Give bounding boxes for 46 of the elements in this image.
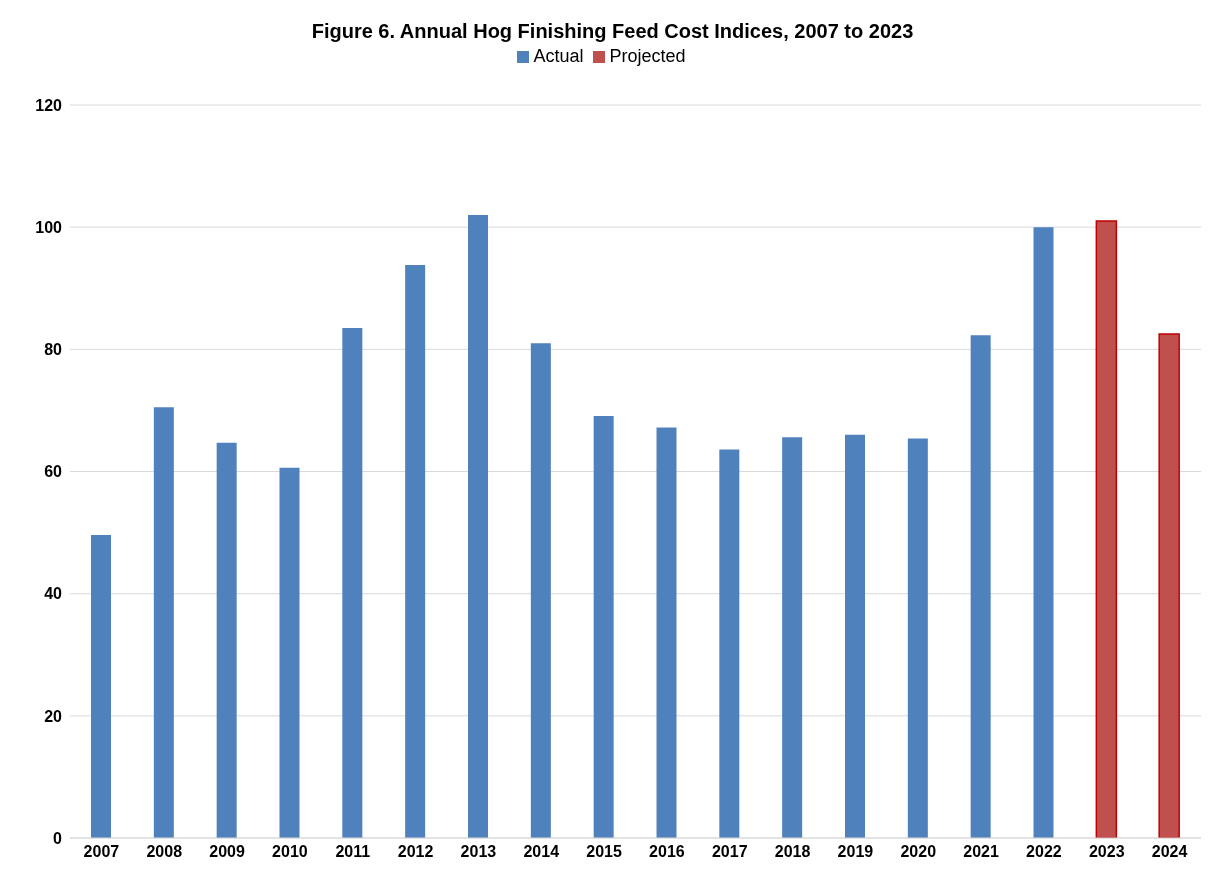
bar	[1095, 220, 1118, 838]
x-tick-label: 2007	[83, 843, 120, 861]
bar	[530, 343, 551, 838]
bar	[1033, 227, 1054, 838]
x-tick-label: 2024	[1151, 843, 1188, 861]
x-tick-label: 2011	[335, 843, 371, 861]
bar	[1158, 333, 1180, 838]
bar	[845, 434, 865, 838]
x-tick-label: 2008	[146, 843, 183, 861]
legend-label: Projected	[609, 46, 686, 66]
bar	[719, 449, 740, 838]
x-tick-label: 2019	[837, 843, 874, 861]
bar	[279, 467, 300, 838]
x-tick-label: 2016	[649, 843, 685, 861]
y-tick-label: 80	[44, 341, 63, 359]
y-tick-label: 40	[44, 585, 63, 603]
bar	[91, 535, 111, 838]
y-tick-label: 20	[44, 707, 63, 725]
bar	[593, 415, 614, 838]
legend-label: Actual	[533, 46, 584, 66]
x-tick-label: 2020	[900, 843, 937, 861]
x-tick-label: 2013	[460, 843, 497, 861]
bar	[153, 407, 174, 838]
bar	[468, 214, 488, 838]
x-tick-label: 2014	[523, 843, 560, 861]
bar	[405, 265, 426, 838]
bar	[342, 327, 363, 838]
bar	[216, 442, 237, 838]
x-tick-label: 2010	[272, 843, 308, 861]
y-tick-label: 120	[35, 96, 63, 114]
y-tick-label: 60	[44, 463, 63, 481]
x-tick-label: 2018	[774, 843, 811, 861]
y-tick-label: 0	[53, 829, 63, 847]
x-tick-label: 2012	[397, 843, 434, 861]
x-tick-label: 2021	[963, 843, 999, 861]
bar	[656, 427, 677, 838]
x-tick-label: 2022	[1026, 843, 1062, 861]
x-tick-label: 2017	[711, 843, 748, 861]
y-tick-label: 100	[35, 218, 63, 236]
bar	[782, 437, 803, 838]
x-tick-label: 2015	[586, 843, 622, 861]
bar	[907, 438, 928, 838]
x-tick-label: 2009	[209, 843, 245, 861]
chart-title: Figure 6. Annual Hog Finishing Feed Cost Indices, 2007 to 2023	[310, 19, 915, 44]
x-tick-label: 2023	[1088, 843, 1125, 861]
bar	[970, 335, 991, 838]
